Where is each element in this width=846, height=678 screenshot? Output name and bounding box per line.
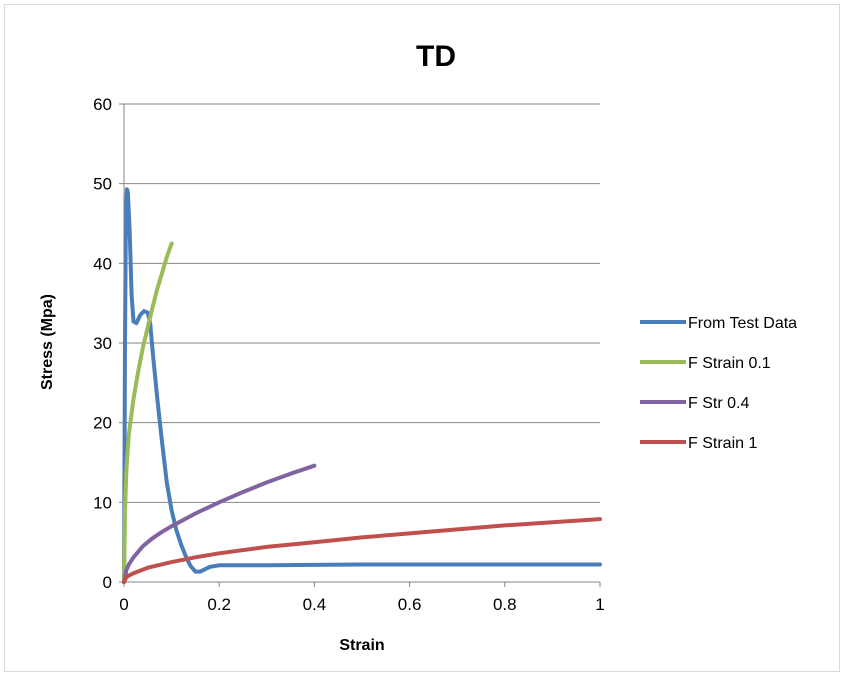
series-line-f-strain-0-1 [122, 241, 174, 584]
x-tick-label: 0 [119, 595, 128, 614]
y-axis-title: Stress (Mpa) [39, 294, 56, 390]
plot-area [122, 187, 602, 584]
legend-label-f-strain-1: F Strain 1 [688, 435, 757, 452]
y-tick-label: 60 [93, 95, 112, 114]
x-axis-title: Strain [339, 637, 384, 654]
series-line-from-test-data [122, 187, 602, 584]
y-tick-label: 0 [103, 573, 112, 592]
legend-label-f-str-0-4: F Str 0.4 [688, 395, 749, 412]
legend-label-f-strain-0-1: F Strain 0.1 [688, 355, 771, 372]
x-tick-label: 0.8 [493, 595, 517, 614]
gridlines [124, 103, 600, 503]
x-tick-label: 0.4 [303, 595, 327, 614]
chart-title: TD [416, 40, 456, 73]
series-line-f-strain-1 [122, 517, 602, 584]
y-tick-label: 10 [93, 493, 112, 512]
x-tick-label: 0.2 [207, 595, 231, 614]
y-tick-labels: 0 10 20 30 40 50 60 [93, 95, 112, 592]
series-line-f-str-0-4 [122, 463, 317, 584]
x-tick-label: 1 [595, 595, 604, 614]
y-tick-label: 20 [93, 414, 112, 433]
legend-label-from-test-data: From Test Data [688, 315, 797, 332]
x-tick-label: 0.6 [398, 595, 422, 614]
y-tick-label: 40 [93, 254, 112, 273]
y-tick-label: 30 [93, 334, 112, 353]
y-tick-label: 50 [93, 175, 112, 194]
legend: From Test Data F Strain 0.1 F Str 0.4 F Str… [640, 315, 797, 452]
x-tick-labels: 0 0.2 0.4 0.6 0.8 1 [119, 595, 604, 614]
